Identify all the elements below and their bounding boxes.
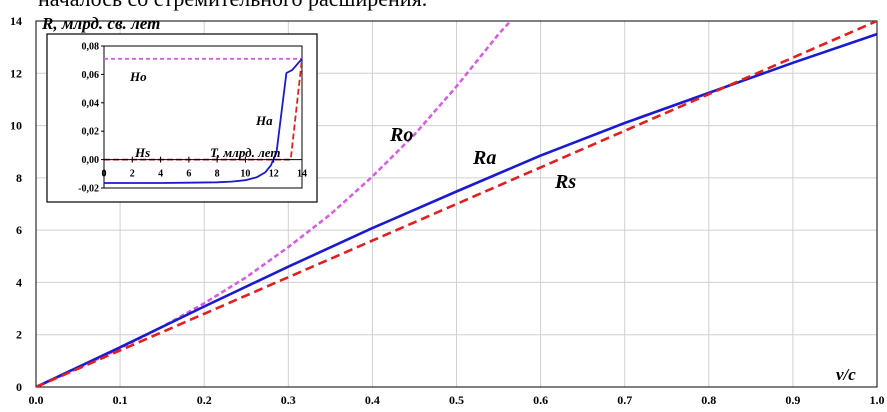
inset-y-tick-label-0-06: 0,06	[82, 70, 100, 81]
inset-x-tick-label-10: 10	[240, 169, 250, 180]
x-tick-label-1-0: 1.0	[870, 393, 885, 407]
x-tick-label-0-2: 0.2	[197, 393, 212, 407]
y-tick-label-4: 4	[16, 275, 22, 289]
inset-x-tick-label-0: 0	[102, 169, 107, 180]
inset-y-tick-label-0-02: -0,02	[78, 184, 99, 195]
series-line-ha	[104, 58, 302, 184]
inset-series	[104, 57, 302, 184]
y-tick-label-14: 14	[10, 14, 22, 28]
inset-y-tick-label-0-02: 0,02	[82, 127, 100, 138]
inset-x-axis-label: T, млрд. лет	[210, 145, 280, 160]
x-tick-label-0-7: 0.7	[617, 393, 632, 407]
inset-y-tick-label-0-08: 0,08	[82, 42, 100, 53]
inset-x-tick-label-6: 6	[186, 169, 191, 180]
y-tick-label-6: 6	[16, 223, 22, 237]
y-tick-label-0: 0	[16, 380, 22, 394]
inset-x-tick-label-12: 12	[269, 169, 279, 180]
inset-panel	[46, 33, 318, 203]
y-tick-label-10: 10	[10, 119, 22, 133]
main-plot-frame	[35, 20, 878, 388]
inset-chart: 0 2 4 6 8 10 12 140,080,060,040,020,00-0,02 Ho …	[46, 33, 318, 203]
x-tick-label-0-6: 0.6	[533, 393, 548, 407]
x-tick-label-0-3: 0.3	[281, 393, 296, 407]
y-tick-label-2: 2	[16, 328, 22, 342]
inset-label-ho: Ho	[129, 69, 147, 84]
x-tick-label-0-1: 0.1	[113, 393, 128, 407]
series-line-rs	[36, 21, 877, 387]
inset-label-ha: Ha	[255, 113, 273, 128]
series-label-ra: Ra	[472, 147, 496, 169]
inset-x-tick-label-4: 4	[158, 169, 163, 180]
x-tick-label-0-4: 0.4	[365, 393, 380, 407]
main-series	[36, 21, 877, 387]
inset-ticks: 0 2 4 6 8 10 12 14 0,08 0,06 0,04 0,02 0,00 -0,02	[78, 42, 307, 195]
x-tick-label-0-9: 0.9	[785, 393, 800, 407]
inset-y-tick-label-0-04: 0,04	[82, 98, 100, 109]
inset-x-tick-label-14: 14	[297, 169, 307, 180]
x-tick-label-0-5: 0.5	[449, 393, 464, 407]
series-label-ro: Ro	[389, 124, 413, 146]
x-tick-label-0-8: 0.8	[701, 393, 716, 407]
inset-x-tick-label-8: 8	[215, 169, 220, 180]
inset-x-tick-label-2: 2	[130, 169, 135, 180]
main-ticks: 0.0 0.1 0.2 0.3 0.4 0.5 0.6 0.7 0.8 0.9 1.0 0 2 4 6 8 10…	[10, 14, 885, 407]
series-line-hs	[104, 58, 302, 161]
y-tick-label-12: 12	[10, 66, 22, 80]
inset-y-tick-label-0-00: 0,00	[82, 155, 100, 166]
series-label-rs: Rs	[554, 171, 576, 193]
y-axis-label: R, млрд. св. лет	[41, 14, 160, 33]
x-axis-label: v/c	[836, 365, 856, 384]
y-tick-label-8: 8	[16, 171, 22, 185]
x-tick-label-0-0: 0.0	[29, 393, 44, 407]
inset-plot-frame	[103, 45, 303, 189]
caption-fragment: началось со стремительного расширения.	[38, 0, 427, 12]
inset-label-hs: Hs	[134, 145, 150, 160]
